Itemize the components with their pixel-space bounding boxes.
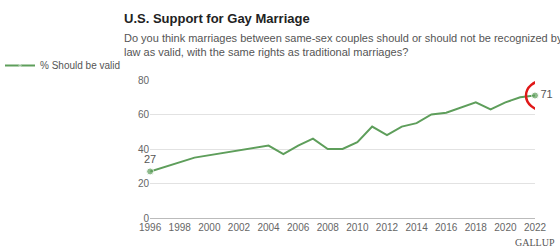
svg-text:U.S. Support for Gay Marriage: U.S. Support for Gay Marriage: [124, 11, 310, 26]
svg-text:2018: 2018: [465, 222, 488, 233]
svg-text:2016: 2016: [435, 222, 458, 233]
svg-text:71: 71: [540, 88, 552, 100]
svg-text:40: 40: [138, 144, 150, 155]
svg-text:27: 27: [144, 153, 156, 165]
svg-text:2002: 2002: [228, 222, 251, 233]
svg-text:% Should be valid: % Should be valid: [40, 60, 120, 71]
svg-text:0: 0: [144, 213, 150, 224]
svg-text:2022: 2022: [524, 222, 547, 233]
svg-text:2010: 2010: [346, 222, 369, 233]
svg-text:80: 80: [138, 75, 150, 86]
svg-text:2000: 2000: [198, 222, 221, 233]
svg-text:1996: 1996: [139, 222, 162, 233]
svg-text:2004: 2004: [257, 222, 280, 233]
svg-text:1998: 1998: [169, 222, 192, 233]
svg-text:Do you think marriages between: Do you think marriages between same-sex …: [124, 32, 560, 58]
svg-text:GALLUP: GALLUP: [515, 237, 555, 248]
svg-text:60: 60: [138, 109, 150, 120]
svg-text:2014: 2014: [405, 222, 428, 233]
svg-text:2008: 2008: [317, 222, 340, 233]
svg-text:20: 20: [138, 178, 150, 189]
svg-text:2020: 2020: [494, 222, 517, 233]
svg-text:2012: 2012: [376, 222, 399, 233]
svg-text:2006: 2006: [287, 222, 310, 233]
